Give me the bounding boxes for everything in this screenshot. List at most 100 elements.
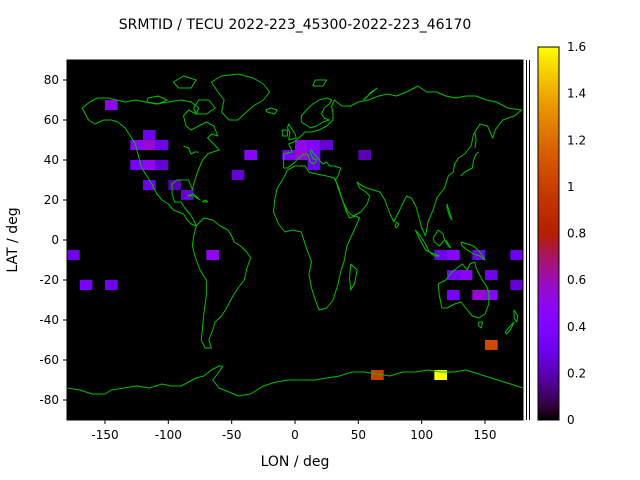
heatmap-cell xyxy=(155,140,169,150)
x-tick-label: 0 xyxy=(291,428,299,442)
coastline xyxy=(281,129,288,137)
heatmap-cell xyxy=(244,150,257,160)
heatmap-cell xyxy=(485,270,498,280)
heatmap-cell xyxy=(510,250,523,260)
heatmap-cell xyxy=(447,250,460,260)
coastline xyxy=(193,99,216,115)
coastline xyxy=(428,251,440,257)
coastline xyxy=(474,131,477,149)
heatmap-cell xyxy=(130,140,143,150)
coastline xyxy=(191,217,252,349)
heatmap-cell xyxy=(168,180,181,190)
colorbar-tick-label: 0.2 xyxy=(567,366,586,380)
coastline xyxy=(300,97,333,129)
x-tick-label: -150 xyxy=(91,428,118,442)
coastline xyxy=(146,95,168,105)
coastline xyxy=(81,97,220,227)
y-axis-tick-labels: -80 -60 -40 -20 0 20 40 60 80 xyxy=(39,73,59,407)
colorbar-tick-label: 0.8 xyxy=(567,227,586,241)
heatmap-cell xyxy=(181,190,194,200)
heatmap-cells-layer xyxy=(67,100,523,380)
coastline xyxy=(363,87,378,101)
coastline xyxy=(446,203,453,221)
coastline xyxy=(312,79,328,87)
plot-background xyxy=(67,60,523,420)
colorbar-tick-labels: 0 0.2 0.4 0.6 0.8 1 1.2 1.4 1.6 xyxy=(567,40,586,427)
y-tick-label: -40 xyxy=(39,313,59,327)
coastline xyxy=(437,261,490,319)
heatmap-cell xyxy=(307,140,321,150)
heatmap-cell xyxy=(447,290,460,300)
colorbar-tick-label: 1.2 xyxy=(567,133,586,147)
heatmap-cell xyxy=(434,370,447,380)
heatmap-cell xyxy=(282,150,295,160)
coastline xyxy=(394,221,400,229)
coastline xyxy=(460,151,480,177)
y-tick-label: -80 xyxy=(39,393,59,407)
heatmap-cell xyxy=(143,140,156,150)
heatmap-cell xyxy=(67,250,80,260)
coastline xyxy=(286,123,297,141)
x-axis-tick-labels: -150 -100 -50 0 50 100 150 xyxy=(91,428,496,442)
x-tick-label: 50 xyxy=(351,428,366,442)
x-axis-tick-marks xyxy=(104,420,486,424)
heatmap-cell xyxy=(472,250,485,260)
heatmap-cell xyxy=(295,140,308,150)
coastline xyxy=(265,107,278,115)
y-axis-label: LAT / deg xyxy=(5,207,21,272)
heatmap-cell xyxy=(79,280,93,290)
heatmap-cell xyxy=(143,180,156,190)
colorbar-tick-label: 1 xyxy=(567,180,575,194)
heatmap-cell xyxy=(295,150,308,160)
coastline xyxy=(478,321,483,329)
heatmap-cell xyxy=(371,370,384,380)
heatmap-cell xyxy=(434,250,447,260)
heatmap-cell xyxy=(231,170,245,180)
coastline xyxy=(513,309,519,323)
heatmap-cell xyxy=(143,130,156,140)
colorbar-tick-label: 0.6 xyxy=(567,273,586,287)
coastline xyxy=(273,165,361,311)
colorbar-tick-label: 1.6 xyxy=(567,40,586,54)
y-tick-label: -60 xyxy=(39,353,59,367)
coastline xyxy=(187,193,201,201)
colorbar-tick-label: 0.4 xyxy=(567,320,586,334)
coastline xyxy=(504,321,515,335)
heatmap-cell xyxy=(320,140,333,150)
heatmap-cell xyxy=(485,340,498,350)
x-tick-label: 150 xyxy=(474,428,497,442)
colorbar-tick-label: 0 xyxy=(567,413,575,427)
heatmap-cell xyxy=(143,160,156,170)
colorbar-tick-label: 1.4 xyxy=(567,87,586,101)
heatmap-cell xyxy=(510,280,523,290)
heatmap-cell xyxy=(485,290,498,300)
y-tick-label: 0 xyxy=(51,233,59,247)
coastline xyxy=(67,365,523,397)
heatmap-cell xyxy=(307,160,321,170)
chart-title: SRMTID / TECU 2022-223_45300-2022-223_46… xyxy=(119,17,472,33)
heatmap-cell xyxy=(105,280,118,290)
y-tick-label: 40 xyxy=(44,153,59,167)
coastline xyxy=(349,263,358,291)
y-axis-tick-marks xyxy=(63,79,67,401)
y-tick-label: 80 xyxy=(44,73,59,87)
coastline xyxy=(460,241,486,261)
heatmap-cell xyxy=(130,160,143,170)
heatmap-cell xyxy=(447,270,460,280)
coastline xyxy=(172,75,197,89)
heatmap-cell xyxy=(459,270,473,280)
heatmap-cell xyxy=(206,250,219,260)
coastline xyxy=(210,73,271,121)
coastline-layer xyxy=(67,73,523,397)
y-tick-label: 20 xyxy=(44,193,59,207)
x-tick-label: -50 xyxy=(222,428,242,442)
coastline xyxy=(183,145,199,155)
x-axis-label: LON / deg xyxy=(261,454,330,470)
y-tick-label: 60 xyxy=(44,113,59,127)
heatmap-cell xyxy=(307,150,321,160)
heatmap-cell xyxy=(472,290,485,300)
heatmap-cell xyxy=(358,150,371,160)
x-tick-label: -100 xyxy=(155,428,182,442)
